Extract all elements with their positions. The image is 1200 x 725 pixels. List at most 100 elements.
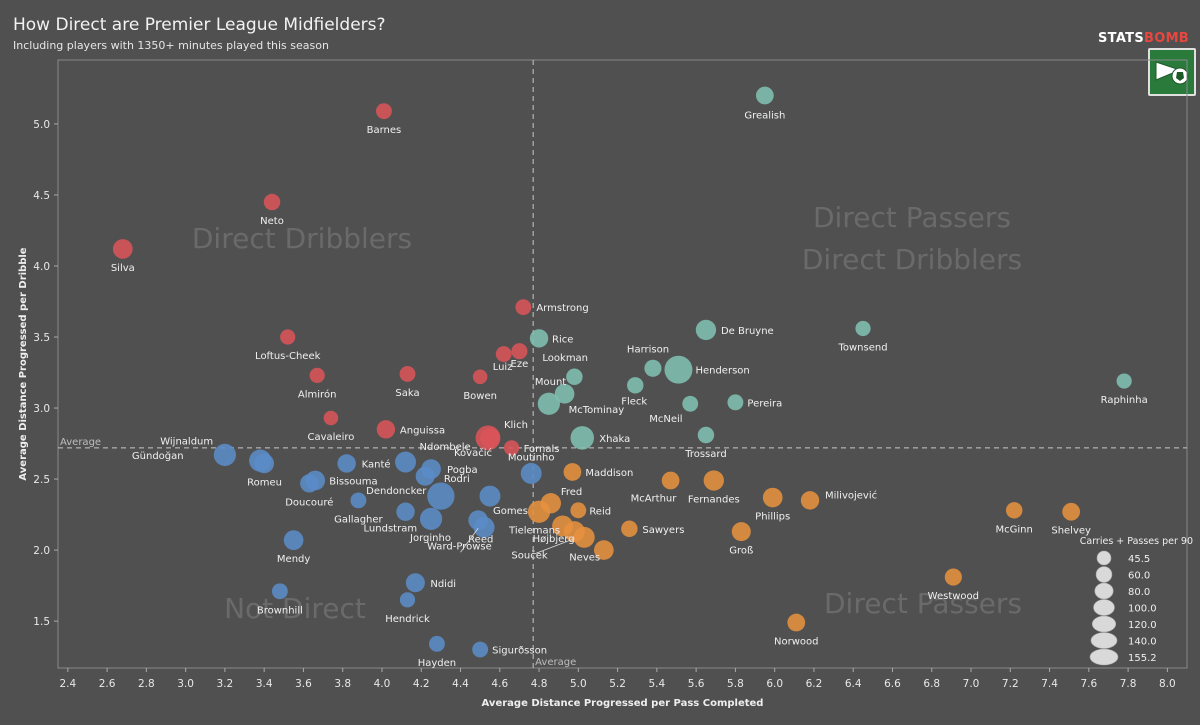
average-y-label: Average	[60, 437, 101, 448]
player-point	[1116, 373, 1132, 389]
x-tick-label: 5.2	[609, 678, 626, 690]
chart-subtitle: Including players with 1350+ minutes pla…	[13, 39, 329, 52]
x-tick-label: 5.6	[688, 678, 705, 690]
chart-title: How Direct are Premier League Midfielder…	[13, 15, 386, 35]
player-point	[566, 368, 583, 386]
axes-group: 2.4 2.6 2.8 3.0 3.2 3.4 3.6 3.8 4.0 4.2 4.4 4.6 4.8 5…	[18, 59, 1188, 709]
player-point	[283, 530, 304, 550]
player-point	[396, 502, 415, 521]
player-point	[682, 395, 699, 412]
x-tick-label: 3.0	[177, 678, 194, 690]
y-tick-label: 4.5	[33, 190, 50, 202]
x-tick-label: 3.8	[334, 678, 351, 690]
player-point	[350, 492, 367, 509]
y-tick-label: 3.5	[33, 332, 50, 344]
x-tick-label: 7.0	[963, 678, 980, 690]
player-label: Hayden	[418, 658, 456, 669]
size-legend-value: 45.5	[1128, 554, 1150, 565]
leader-line	[534, 538, 575, 554]
player-label: Neves	[569, 552, 600, 563]
player-point	[570, 426, 595, 450]
player-point	[254, 453, 275, 474]
player-point	[112, 239, 133, 259]
average-lines: Average Average	[58, 60, 1187, 668]
player-label: Armstrong	[536, 303, 588, 314]
player-label: Fleck	[621, 396, 647, 407]
player-point	[399, 366, 416, 382]
player-label: Gallagher	[334, 514, 383, 525]
player-point	[755, 86, 774, 105]
player-label: Jorginho	[409, 533, 451, 544]
player-label: Harrison	[627, 344, 669, 355]
x-tick-label: 3.2	[217, 678, 234, 690]
quadrant-label: Direct Passers	[813, 201, 1011, 234]
quadrant-label: Direct Dribblers	[192, 222, 412, 255]
quadrant-label: Not Direct	[224, 592, 366, 625]
size-legend-marker	[1096, 550, 1112, 566]
player-label: Ndidi	[430, 579, 456, 590]
player-label: Milivojević	[825, 489, 877, 501]
player-label: Hendrick	[385, 614, 430, 625]
x-tick-label: 5.4	[649, 678, 666, 690]
player-point	[323, 410, 339, 426]
player-labels: Barnes Neto Silva Armstrong Loftus-Cheek Luiz…	[111, 111, 1148, 669]
player-point	[731, 522, 751, 542]
player-label: Romeu	[247, 477, 282, 488]
player-point	[213, 443, 237, 467]
player-label: Fernandes	[688, 494, 740, 505]
x-tick-label: 2.6	[99, 678, 116, 690]
player-point	[263, 193, 281, 211]
y-tick-label: 2.0	[33, 545, 50, 557]
player-label: Kovačić	[454, 447, 492, 459]
player-point	[300, 474, 319, 493]
player-point	[1062, 502, 1081, 521]
player-label: Anguissa	[400, 425, 445, 436]
size-legend-value: 100.0	[1128, 604, 1157, 615]
player-point	[479, 485, 501, 507]
player-point	[855, 320, 871, 337]
x-tick-label: 3.4	[256, 678, 273, 690]
player-label: Moutinho	[508, 452, 555, 463]
player-point	[427, 482, 455, 510]
brand-accent: BOMB	[1144, 31, 1190, 46]
player-point	[495, 346, 512, 362]
player-point	[800, 491, 820, 510]
player-point	[570, 502, 587, 519]
size-legend-marker	[1095, 566, 1113, 583]
x-tick-label: 6.8	[923, 678, 940, 690]
x-tick-label: 6.4	[845, 678, 862, 690]
x-tick-label: 4.2	[413, 678, 430, 690]
player-label: Rice	[552, 334, 573, 345]
player-point	[520, 462, 542, 484]
player-label: Højbjerg	[533, 534, 575, 545]
player-point	[405, 573, 425, 593]
player-label: Wijnaldum	[160, 437, 213, 448]
player-point	[480, 428, 500, 448]
player-label: Neto	[260, 216, 284, 227]
player-label: Klich	[504, 420, 528, 431]
player-point	[621, 520, 638, 538]
player-label: Barnes	[367, 125, 402, 136]
player-label: Groß	[729, 546, 753, 557]
player-label: Fred	[561, 487, 582, 498]
y-tick-label: 5.0	[33, 119, 50, 131]
player-point	[727, 394, 744, 411]
player-label: McNeil	[649, 414, 682, 425]
player-label: Bissouma	[329, 476, 377, 487]
player-label: McGinn	[996, 524, 1033, 535]
player-label: Pereira	[747, 398, 782, 409]
size-legend-marker	[1090, 632, 1118, 649]
player-point	[309, 367, 325, 383]
player-point	[399, 592, 416, 608]
player-label: Almirón	[298, 388, 337, 400]
player-label: Brownhill	[257, 605, 303, 616]
average-x-label: Average	[535, 657, 576, 668]
x-tick-label: 8.0	[1159, 678, 1176, 690]
x-tick-label: 4.8	[531, 678, 548, 690]
player-label: Maddison	[585, 468, 633, 479]
x-axis-title: Average Distance Progressed per Pass Com…	[482, 698, 764, 709]
x-tick-label: 4.6	[491, 678, 508, 690]
flag-ball-icon	[1155, 61, 1189, 85]
player-point	[415, 466, 435, 486]
player-label: Sawyers	[642, 525, 684, 536]
